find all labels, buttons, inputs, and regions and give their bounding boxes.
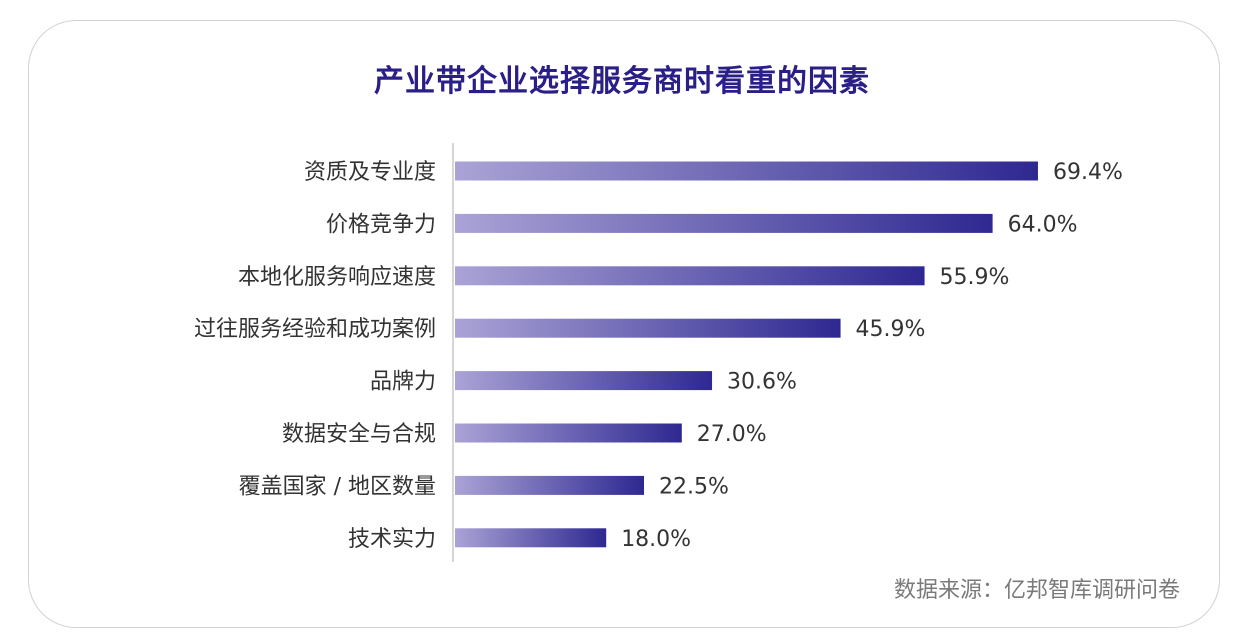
- bar: [455, 423, 682, 443]
- category-label: 资质及专业度: [304, 160, 436, 185]
- chart-title: 产业带企业选择服务商时看重的因素: [374, 64, 870, 99]
- value-label: 55.9%: [940, 265, 1010, 290]
- bar: [455, 266, 925, 286]
- category-label: 本地化服务响应速度: [238, 265, 436, 290]
- category-label: 技术实力: [348, 527, 436, 552]
- bar: [455, 475, 644, 495]
- category-label: 过往服务经验和成功案例: [194, 317, 436, 342]
- category-label: 覆盖国家 / 地区数量: [239, 474, 436, 499]
- category-label: 数据安全与合规: [282, 422, 436, 447]
- value-label: 45.9%: [856, 317, 926, 342]
- bar: [455, 213, 993, 233]
- bar: [455, 318, 841, 338]
- category-label: 价格竞争力: [326, 212, 436, 237]
- value-label: 18.0%: [621, 527, 691, 552]
- value-label: 30.6%: [727, 370, 797, 395]
- category-label: 品牌力: [370, 370, 436, 395]
- value-label: 69.4%: [1053, 160, 1123, 185]
- bar: [455, 161, 1038, 181]
- value-label: 27.0%: [697, 422, 767, 447]
- bar: [455, 371, 713, 391]
- data-source-note: 数据来源：亿邦智库调研问卷: [893, 578, 1180, 603]
- value-label: 64.0%: [1008, 212, 1078, 237]
- bar: [455, 528, 607, 548]
- value-label: 22.5%: [659, 474, 729, 499]
